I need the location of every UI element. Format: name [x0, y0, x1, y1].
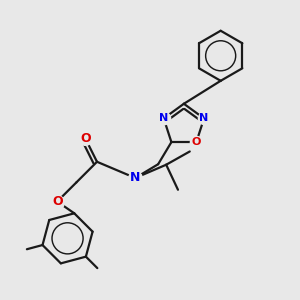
- Text: N: N: [130, 172, 140, 184]
- Text: O: O: [192, 137, 201, 147]
- Text: N: N: [159, 113, 168, 123]
- Text: O: O: [80, 132, 91, 145]
- Text: N: N: [200, 113, 208, 123]
- Text: O: O: [52, 195, 63, 208]
